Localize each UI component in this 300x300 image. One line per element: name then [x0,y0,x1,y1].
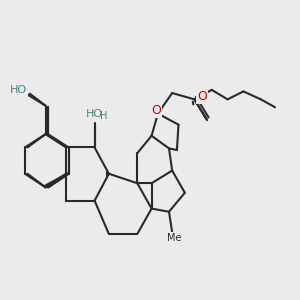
Text: O: O [152,104,161,117]
Text: O: O [197,90,207,103]
Text: HO: HO [86,109,103,118]
Text: Me: Me [167,233,182,243]
Text: H: H [100,111,108,121]
Text: HO: HO [9,85,26,95]
